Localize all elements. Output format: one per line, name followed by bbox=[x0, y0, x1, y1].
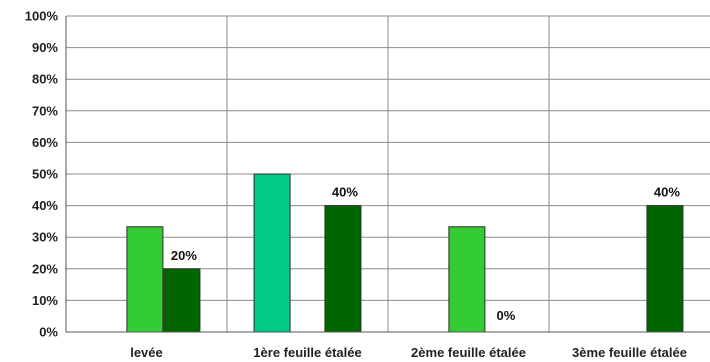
category-label: 3ème feuille étalée bbox=[572, 345, 687, 360]
bar bbox=[646, 205, 684, 333]
data-label: 40% bbox=[332, 185, 358, 200]
bars bbox=[126, 173, 684, 333]
bar bbox=[253, 173, 291, 333]
y-tick-label: 30% bbox=[32, 230, 58, 245]
bar bbox=[126, 226, 164, 333]
category-separators bbox=[226, 16, 550, 332]
y-tick-label: 90% bbox=[32, 40, 58, 55]
data-labels: 20% 40% 0% 40% bbox=[171, 185, 680, 323]
category-labels: levée 1ère feuille étalée 2ème feuille éta… bbox=[130, 345, 687, 360]
y-tick-label: 40% bbox=[32, 198, 58, 213]
y-tick-label: 80% bbox=[32, 72, 58, 87]
y-tick-label: 20% bbox=[32, 261, 58, 276]
bar bbox=[163, 268, 201, 333]
y-tick-label: 60% bbox=[32, 135, 58, 150]
data-label: 20% bbox=[171, 248, 197, 263]
y-tick-label: 0% bbox=[39, 325, 58, 340]
axes bbox=[65, 16, 710, 333]
y-tick-label: 100% bbox=[25, 9, 59, 24]
y-tick-label: 10% bbox=[32, 293, 58, 308]
y-tick-labels: 0% 10% 20% 30% 40% 50% 60% 70% 80% 90% 100% bbox=[25, 9, 59, 340]
bar bbox=[324, 205, 362, 333]
data-label: 0% bbox=[497, 308, 516, 323]
category-label: 1ère feuille étalée bbox=[253, 345, 361, 360]
y-tick-label: 70% bbox=[32, 103, 58, 118]
category-label: levée bbox=[130, 345, 163, 360]
bar bbox=[448, 226, 486, 333]
category-label: 2ème feuille étalée bbox=[411, 345, 526, 360]
data-label: 40% bbox=[654, 185, 680, 200]
y-tick-label: 50% bbox=[32, 167, 58, 182]
